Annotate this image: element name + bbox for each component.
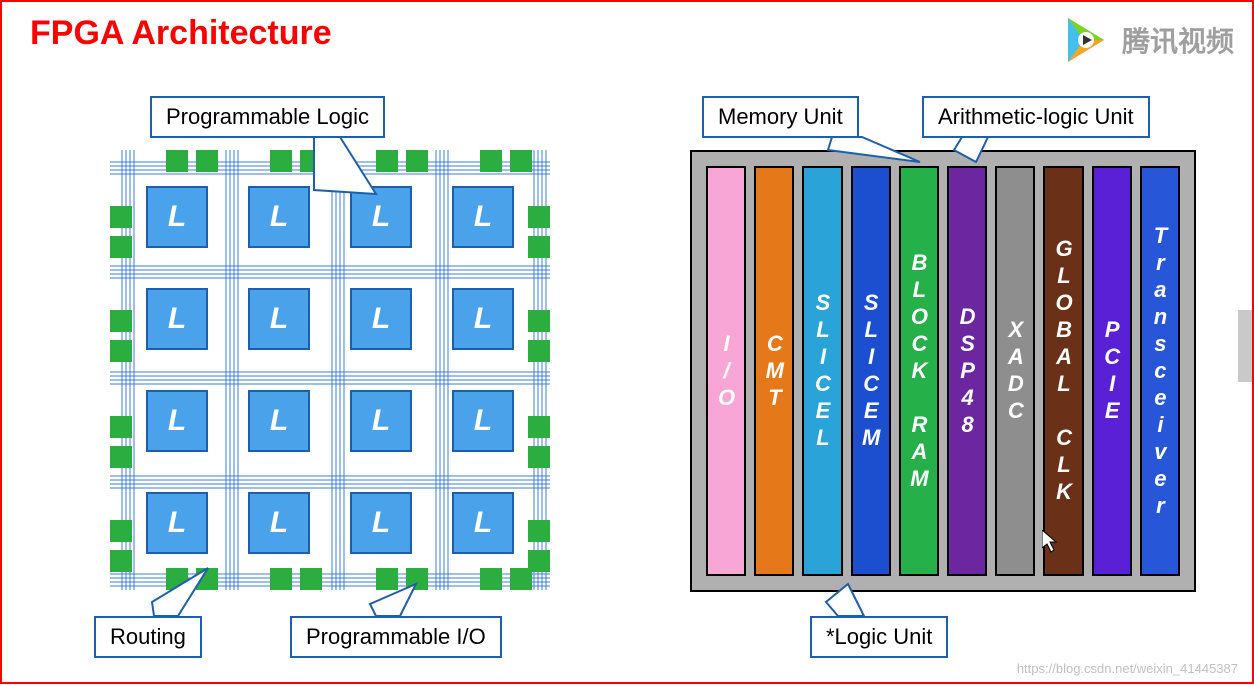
io-pad bbox=[510, 150, 532, 172]
io-pad bbox=[110, 340, 132, 362]
io-pad bbox=[528, 340, 550, 362]
callout-memory-unit: Memory Unit bbox=[702, 96, 859, 138]
resource-column: DSP48 bbox=[947, 166, 987, 576]
io-pad bbox=[196, 150, 218, 172]
io-pad bbox=[528, 416, 550, 438]
io-pad bbox=[270, 568, 292, 590]
io-pad bbox=[110, 236, 132, 258]
logic-cell: L bbox=[146, 390, 208, 452]
logic-cell-grid: LLLLLLLLLLLLLLLL bbox=[110, 150, 550, 590]
logic-cell: L bbox=[248, 288, 310, 350]
io-pad bbox=[110, 416, 132, 438]
io-pad bbox=[300, 150, 322, 172]
io-pad bbox=[528, 550, 550, 572]
io-pad bbox=[406, 568, 428, 590]
logic-cell: L bbox=[452, 288, 514, 350]
logic-cell: L bbox=[146, 492, 208, 554]
io-pad bbox=[480, 568, 502, 590]
tencent-play-icon bbox=[1058, 12, 1114, 68]
resource-column-label: SLICEM bbox=[858, 290, 884, 452]
io-pad bbox=[528, 206, 550, 228]
page-title: FPGA Architecture bbox=[30, 14, 332, 53]
resource-column-label: XADC bbox=[1002, 317, 1028, 425]
watermark-text: 腾讯视频 bbox=[1122, 20, 1234, 60]
resource-column-label: CMT bbox=[761, 331, 787, 412]
resource-column: GLOBAL CLK bbox=[1043, 166, 1083, 576]
io-pad bbox=[110, 446, 132, 468]
csdn-url-watermark: https://blog.csdn.net/weixin_41445387 bbox=[1017, 661, 1238, 676]
right-column-diagram: I/O CMT SLICEL SLICEM BLOCK RAM DSP48 XADC GLOB… bbox=[690, 150, 1196, 592]
callout-programmable-io: Programmable I/O bbox=[290, 616, 502, 658]
tencent-video-watermark: 腾讯视频 bbox=[1058, 12, 1234, 68]
io-pad bbox=[166, 150, 188, 172]
io-pad bbox=[110, 550, 132, 572]
io-pad bbox=[376, 568, 398, 590]
resource-column: I/O bbox=[706, 166, 746, 576]
logic-cell: L bbox=[350, 186, 412, 248]
io-pad bbox=[300, 568, 322, 590]
left-fpga-grid: LLLLLLLLLLLLLLLL bbox=[110, 150, 550, 590]
callout-logic-unit: *Logic Unit bbox=[810, 616, 948, 658]
io-pad bbox=[528, 236, 550, 258]
logic-cell: L bbox=[350, 492, 412, 554]
resource-column-label: DSP48 bbox=[954, 304, 980, 439]
callout-alu: Arithmetic-logic Unit bbox=[922, 96, 1150, 138]
io-pad bbox=[528, 520, 550, 542]
logic-cell: L bbox=[146, 288, 208, 350]
resource-column-label: GLOBAL CLK bbox=[1051, 236, 1077, 506]
resource-column: PCIE bbox=[1092, 166, 1132, 576]
io-pad bbox=[110, 310, 132, 332]
resource-column-label: SLICEL bbox=[810, 290, 836, 452]
cursor-icon bbox=[1042, 530, 1060, 554]
resource-column-label: PCIE bbox=[1099, 317, 1125, 425]
io-pad bbox=[270, 150, 292, 172]
resource-column: XADC bbox=[995, 166, 1035, 576]
logic-cell: L bbox=[452, 492, 514, 554]
io-pad bbox=[376, 150, 398, 172]
resource-column: CMT bbox=[754, 166, 794, 576]
scrollbar-thumb[interactable] bbox=[1238, 310, 1252, 382]
io-pad bbox=[166, 568, 188, 590]
callout-programmable-logic: Programmable Logic bbox=[150, 96, 385, 138]
io-pad bbox=[196, 568, 218, 590]
resource-column: SLICEM bbox=[851, 166, 891, 576]
logic-cell: L bbox=[452, 390, 514, 452]
io-pad bbox=[528, 446, 550, 468]
logic-cell: L bbox=[248, 186, 310, 248]
logic-cell: L bbox=[248, 492, 310, 554]
resource-column-label: I/O bbox=[713, 331, 739, 412]
logic-cell: L bbox=[350, 390, 412, 452]
resource-column-label: Transceiver bbox=[1147, 223, 1173, 520]
logic-cell: L bbox=[146, 186, 208, 248]
resource-column-label: BLOCK RAM bbox=[906, 250, 932, 493]
io-pad bbox=[110, 520, 132, 542]
io-pad bbox=[480, 150, 502, 172]
io-pad bbox=[110, 206, 132, 228]
logic-cell: L bbox=[350, 288, 412, 350]
resource-column: BLOCK RAM bbox=[899, 166, 939, 576]
callout-routing: Routing bbox=[94, 616, 202, 658]
io-pad bbox=[406, 150, 428, 172]
logic-cell: L bbox=[248, 390, 310, 452]
io-pad bbox=[528, 310, 550, 332]
resource-column: Transceiver bbox=[1140, 166, 1180, 576]
resource-column: SLICEL bbox=[802, 166, 842, 576]
logic-cell: L bbox=[452, 186, 514, 248]
